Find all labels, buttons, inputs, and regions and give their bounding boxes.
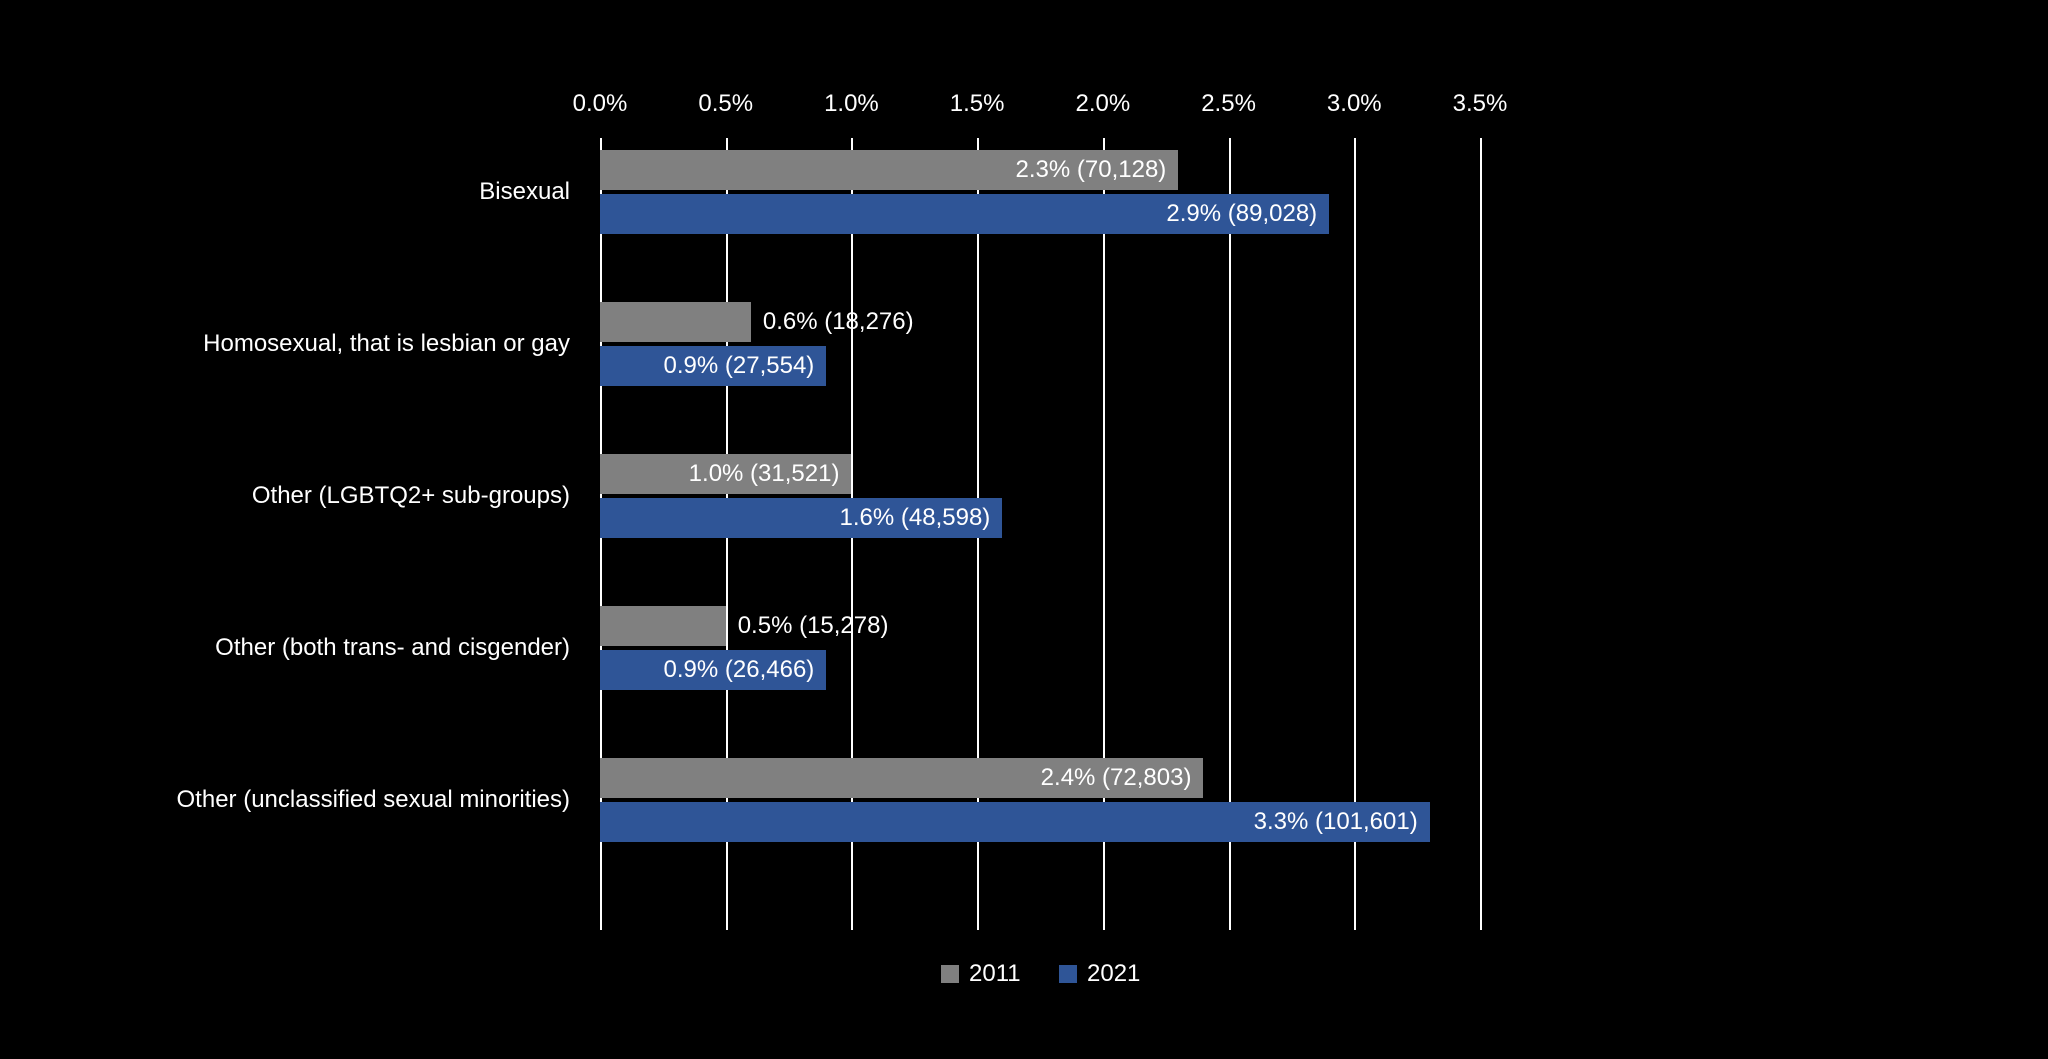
bar-value-label: 2.3% (70,128) xyxy=(1016,150,1167,190)
bar-value-label: 1.6% (48,598) xyxy=(840,498,991,538)
legend-label: 2021 xyxy=(1087,960,1140,988)
bar-value-label: 1.0% (31,521) xyxy=(689,454,840,494)
category-label: Homosexual, that is lesbian or gay xyxy=(0,328,600,359)
x-tick-label: 0.5% xyxy=(698,90,753,118)
x-tick-label: 2.0% xyxy=(1075,90,1130,118)
x-tick-label: 1.0% xyxy=(824,90,879,118)
gridline xyxy=(1480,138,1482,930)
bar xyxy=(600,606,726,646)
x-tick-label: 1.5% xyxy=(950,90,1005,118)
legend-item: 2011 xyxy=(941,960,1021,988)
category-label: Other (LGBTQ2+ sub-groups) xyxy=(0,480,600,511)
x-tick-label: 0.0% xyxy=(573,90,628,118)
bar-value-label: 2.4% (72,803) xyxy=(1041,758,1192,798)
bar-value-label: 0.6% (18,276) xyxy=(763,302,914,342)
bar-value-label: 0.9% (27,554) xyxy=(664,346,815,386)
legend-item: 2021 xyxy=(1059,960,1140,988)
x-tick-label: 3.5% xyxy=(1453,90,1508,118)
plot-area: 0.0%0.5%1.0%1.5%2.0%2.5%3.0%3.5%Bisexual… xyxy=(600,138,1480,930)
category-label: Other (both trans- and cisgender) xyxy=(0,632,600,663)
category-label: Bisexual xyxy=(0,176,600,207)
bar xyxy=(600,302,751,342)
legend-label: 2011 xyxy=(969,960,1021,988)
bar-value-label: 0.5% (15,278) xyxy=(738,606,889,646)
bar-value-label: 0.9% (26,466) xyxy=(664,650,815,690)
legend-swatch xyxy=(1059,965,1077,983)
legend-swatch xyxy=(941,965,959,983)
bar-value-label: 3.3% (101,601) xyxy=(1254,802,1418,842)
category-label: Other (unclassified sexual minorities) xyxy=(0,784,600,815)
x-tick-label: 3.0% xyxy=(1327,90,1382,118)
chart-container: 0.0% 0.5% 1.0% 1.5% 2.0% 2.5% 3.0% 3.5% Bisexual… xyxy=(0,0,2048,1059)
x-tick-label: 2.5% xyxy=(1201,90,1256,118)
bar-value-label: 2.9% (89,028) xyxy=(1166,194,1317,234)
